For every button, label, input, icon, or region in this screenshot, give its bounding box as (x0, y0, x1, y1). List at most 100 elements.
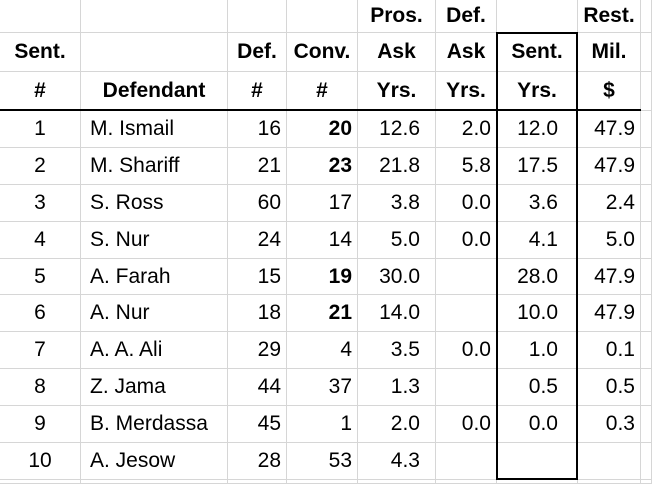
header-cell-rest_mil-r2[interactable]: Mil. (578, 33, 641, 72)
header-cell-sent_yrs-r1[interactable] (497, 0, 578, 33)
cell-def_no[interactable]: 29 (228, 332, 287, 370)
filler-cell[interactable] (287, 479, 358, 484)
header-cell-conv_no-r2[interactable]: Conv. (287, 33, 358, 72)
filler-cell[interactable] (641, 0, 652, 33)
header-cell-sent_no-r1[interactable] (0, 0, 81, 33)
filler-cell[interactable] (641, 295, 652, 333)
cell-def_ask[interactable] (436, 258, 497, 296)
header-cell-conv_no-r3[interactable]: # (287, 72, 358, 111)
cell-def_ask[interactable]: 2.0 (436, 111, 497, 148)
cell-conv_no[interactable]: 23 (287, 147, 358, 185)
cell-sent_no[interactable]: 1 (0, 111, 81, 148)
cell-sent_yrs[interactable]: 4.1 (497, 221, 578, 259)
filler-cell[interactable] (641, 443, 652, 480)
filler-cell[interactable] (641, 221, 652, 259)
header-cell-sent_no-r2[interactable]: Sent. (0, 33, 81, 72)
cell-rest_mil[interactable]: 47.9 (578, 111, 641, 148)
cell-rest_mil[interactable]: 2.4 (578, 184, 641, 222)
cell-def_no[interactable]: 60 (228, 184, 287, 222)
filler-cell[interactable] (436, 479, 497, 484)
cell-conv_no[interactable]: 19 (287, 258, 358, 296)
cell-pros_ask[interactable]: 14.0 (358, 295, 436, 333)
header-cell-pros_ask-r2[interactable]: Ask (358, 33, 436, 72)
header-cell-rest_mil-r3[interactable]: $ (578, 72, 641, 111)
filler-cell[interactable] (0, 479, 81, 484)
cell-sent_yrs[interactable] (497, 443, 578, 480)
header-cell-pros_ask-r1[interactable]: Pros. (358, 0, 436, 33)
cell-pros_ask[interactable]: 3.5 (358, 332, 436, 370)
filler-cell[interactable] (641, 332, 652, 370)
cell-sent_no[interactable]: 9 (0, 406, 81, 444)
cell-sent_yrs[interactable]: 0.0 (497, 406, 578, 444)
cell-conv_no[interactable]: 4 (287, 332, 358, 370)
cell-sent_no[interactable]: 3 (0, 184, 81, 222)
filler-cell[interactable] (641, 258, 652, 296)
cell-pros_ask[interactable]: 1.3 (358, 369, 436, 407)
cell-def_no[interactable]: 44 (228, 369, 287, 407)
cell-rest_mil[interactable]: 0.3 (578, 406, 641, 444)
cell-pros_ask[interactable]: 3.8 (358, 184, 436, 222)
cell-def_no[interactable]: 21 (228, 147, 287, 185)
cell-def_ask[interactable]: 0.0 (436, 184, 497, 222)
cell-conv_no[interactable]: 53 (287, 443, 358, 480)
cell-rest_mil[interactable] (578, 443, 641, 480)
cell-conv_no[interactable]: 17 (287, 184, 358, 222)
filler-cell[interactable] (228, 479, 287, 484)
cell-rest_mil[interactable]: 0.5 (578, 369, 641, 407)
header-cell-defendant-r1[interactable] (81, 0, 228, 33)
filler-cell[interactable] (641, 147, 652, 185)
cell-def_no[interactable]: 18 (228, 295, 287, 333)
cell-def_no[interactable]: 15 (228, 258, 287, 296)
cell-sent_yrs[interactable]: 12.0 (497, 111, 578, 148)
cell-pros_ask[interactable]: 2.0 (358, 406, 436, 444)
filler-cell[interactable] (358, 479, 436, 484)
cell-sent_no[interactable]: 6 (0, 295, 81, 333)
cell-pros_ask[interactable]: 12.6 (358, 111, 436, 148)
cell-sent_yrs[interactable]: 28.0 (497, 258, 578, 296)
cell-conv_no[interactable]: 37 (287, 369, 358, 407)
filler-cell[interactable] (641, 33, 652, 72)
cell-rest_mil[interactable]: 0.1 (578, 332, 641, 370)
cell-def_ask[interactable] (436, 295, 497, 333)
header-cell-conv_no-r1[interactable] (287, 0, 358, 33)
header-cell-def_ask-r1[interactable]: Def. (436, 0, 497, 33)
header-cell-defendant-r3[interactable]: Defendant (81, 72, 228, 111)
cell-sent_yrs[interactable]: 3.6 (497, 184, 578, 222)
cell-defendant[interactable]: B. Merdassa (81, 406, 228, 444)
cell-defendant[interactable]: S. Nur (81, 221, 228, 259)
cell-def_no[interactable]: 45 (228, 406, 287, 444)
cell-sent_yrs[interactable]: 0.5 (497, 369, 578, 407)
header-cell-sent_no-r3[interactable]: # (0, 72, 81, 111)
header-cell-def_ask-r2[interactable]: Ask (436, 33, 497, 72)
cell-conv_no[interactable]: 1 (287, 406, 358, 444)
cell-rest_mil[interactable]: 47.9 (578, 295, 641, 333)
cell-defendant[interactable]: M. Shariff (81, 147, 228, 185)
cell-sent_no[interactable]: 5 (0, 258, 81, 296)
cell-def_ask[interactable]: 0.0 (436, 406, 497, 444)
cell-sent_yrs[interactable]: 17.5 (497, 147, 578, 185)
filler-cell[interactable] (641, 184, 652, 222)
header-cell-sent_yrs-r3[interactable]: Yrs. (497, 72, 578, 111)
cell-defendant[interactable]: S. Ross (81, 184, 228, 222)
header-cell-def_ask-r3[interactable]: Yrs. (436, 72, 497, 111)
cell-sent_no[interactable]: 10 (0, 443, 81, 480)
cell-sent_no[interactable]: 2 (0, 147, 81, 185)
cell-defendant[interactable]: A. A. Ali (81, 332, 228, 370)
header-cell-rest_mil-r1[interactable]: Rest. (578, 0, 641, 33)
filler-cell[interactable] (81, 479, 228, 484)
cell-sent_yrs[interactable]: 10.0 (497, 295, 578, 333)
cell-rest_mil[interactable]: 47.9 (578, 258, 641, 296)
cell-pros_ask[interactable]: 30.0 (358, 258, 436, 296)
cell-def_no[interactable]: 16 (228, 111, 287, 148)
cell-conv_no[interactable]: 20 (287, 111, 358, 148)
cell-pros_ask[interactable]: 5.0 (358, 221, 436, 259)
filler-cell[interactable] (578, 479, 641, 484)
cell-conv_no[interactable]: 21 (287, 295, 358, 333)
header-cell-defendant-r2[interactable] (81, 33, 228, 72)
cell-def_ask[interactable]: 0.0 (436, 221, 497, 259)
cell-def_ask[interactable] (436, 443, 497, 480)
cell-def_ask[interactable] (436, 369, 497, 407)
cell-defendant[interactable]: A. Nur (81, 295, 228, 333)
header-cell-def_no-r3[interactable]: # (228, 72, 287, 111)
cell-defendant[interactable]: A. Jesow (81, 443, 228, 480)
